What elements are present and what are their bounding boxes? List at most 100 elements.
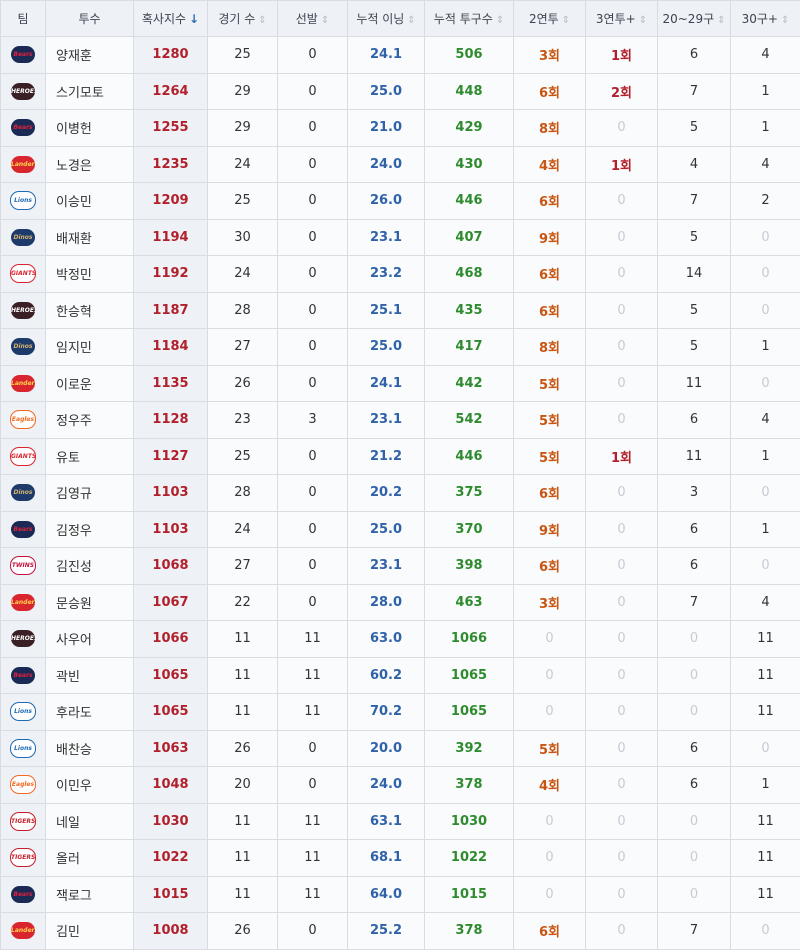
pitcher-name[interactable]: 이민우 [45, 766, 134, 804]
workload-score: 1065 [133, 693, 208, 731]
innings-total: 28.0 [347, 583, 425, 621]
pitches-20-29-count: 0 [657, 802, 731, 840]
eagles-logo-icon: Eagles [10, 410, 36, 430]
pitcher-name[interactable]: 네일 [45, 802, 134, 840]
table-row[interactable]: TIGERS 네일 1030 11 11 63.1 1030 0 0 0 11 [0, 802, 800, 840]
workload-score: 1192 [133, 255, 208, 293]
column-header-pitches-20-29[interactable]: 20~29구 ⇕ [657, 0, 731, 37]
table-row[interactable]: Bears 잭로그 1015 11 11 64.0 1015 0 0 0 11 [0, 875, 800, 913]
team-cell: HEROES [0, 620, 46, 658]
pitcher-name[interactable]: 후라도 [45, 693, 134, 731]
column-header-score[interactable]: 혹사지수 ↓ [133, 0, 208, 37]
pitcher-name[interactable]: 정우주 [45, 401, 134, 439]
pitcher-name[interactable]: 양재훈 [45, 36, 134, 74]
games-count: 29 [207, 109, 278, 147]
table-row[interactable]: Bears 양재훈 1280 25 0 24.1 506 3회 1회 6 4 [0, 36, 800, 74]
innings-total: 68.1 [347, 839, 425, 877]
consecutive-2-days: 0 [513, 693, 586, 731]
pitches-20-29-count: 5 [657, 218, 731, 256]
pitcher-name[interactable]: 임지민 [45, 328, 134, 366]
games-count: 26 [207, 729, 278, 767]
column-header-pitches-30-plus[interactable]: 30구+ ⇕ [730, 0, 800, 37]
consecutive-3-days: 0 [585, 364, 658, 402]
consecutive-3-days: 0 [585, 218, 658, 256]
pitcher-name[interactable]: 김민 [45, 912, 134, 950]
pitcher-name[interactable]: 김정우 [45, 510, 134, 548]
pitcher-name[interactable]: 곽빈 [45, 656, 134, 694]
table-row[interactable]: Bears 곽빈 1065 11 11 60.2 1065 0 0 0 11 [0, 656, 800, 694]
column-header-starts[interactable]: 선발 ⇕ [277, 0, 348, 37]
table-row[interactable]: Bears 김정우 1103 24 0 25.0 370 9회 0 6 1 [0, 510, 800, 548]
pitcher-name[interactable]: 유토 [45, 437, 134, 475]
table-row[interactable]: TIGERS 올러 1022 11 11 68.1 1022 0 0 0 11 [0, 839, 800, 877]
pitcher-name[interactable]: 사우어 [45, 620, 134, 658]
consecutive-3-days: 0 [585, 255, 658, 293]
column-header-pitcher: 투수 [45, 0, 134, 37]
pitches-30-plus-count: 4 [730, 583, 800, 621]
pitcher-name[interactable]: 한승혁 [45, 291, 134, 329]
table-row[interactable]: Dinos 김영규 1103 28 0 20.2 375 6회 0 3 0 [0, 474, 800, 512]
table-row[interactable]: Lions 이승민 1209 25 0 26.0 446 6회 0 7 2 [0, 182, 800, 220]
pitcher-name[interactable]: 이로운 [45, 364, 134, 402]
table-row[interactable]: GIANTS 유토 1127 25 0 21.2 446 5회 1회 11 1 [0, 437, 800, 475]
landers-logo-icon: Landers [11, 593, 35, 611]
table-row[interactable]: Bears 이병헌 1255 29 0 21.0 429 8회 0 5 1 [0, 109, 800, 147]
column-header-pitches[interactable]: 누적 투구수 ⇕ [424, 0, 514, 37]
table-row[interactable]: Dinos 임지민 1184 27 0 25.0 417 8회 0 5 1 [0, 328, 800, 366]
pitcher-name[interactable]: 스기모토 [45, 72, 134, 110]
games-count: 27 [207, 547, 278, 585]
starts-count: 0 [277, 72, 348, 110]
pitcher-name[interactable]: 김진성 [45, 547, 134, 585]
team-cell: Eagles [0, 401, 46, 439]
column-header-games[interactable]: 경기 수 ⇕ [207, 0, 278, 37]
pitcher-name[interactable]: 배재환 [45, 218, 134, 256]
pitcher-name[interactable]: 이승민 [45, 182, 134, 220]
pitcher-name[interactable]: 김영규 [45, 474, 134, 512]
pitcher-name[interactable]: 배찬승 [45, 729, 134, 767]
pitcher-name[interactable]: 문승원 [45, 583, 134, 621]
table-row[interactable]: Eagles 이민우 1048 20 0 24.0 378 4회 0 6 1 [0, 766, 800, 804]
column-header-consecutive-2[interactable]: 2연투 ⇕ [513, 0, 586, 37]
table-row[interactable]: Dinos 배재환 1194 30 0 23.1 407 9회 0 5 0 [0, 218, 800, 256]
table-row[interactable]: Lions 후라도 1065 11 11 70.2 1065 0 0 0 11 [0, 693, 800, 731]
pitcher-name[interactable]: 노경은 [45, 145, 134, 183]
table-row[interactable]: TWINS 김진성 1068 27 0 23.1 398 6회 0 6 0 [0, 547, 800, 585]
column-header-label: 선발 [295, 12, 318, 26]
team-cell: TIGERS [0, 839, 46, 877]
games-count: 25 [207, 437, 278, 475]
pitch-count-total: 1065 [424, 656, 514, 694]
innings-total: 21.0 [347, 109, 425, 147]
table-row[interactable]: Lions 배찬승 1063 26 0 20.0 392 5회 0 6 0 [0, 729, 800, 767]
column-header-consecutive-3[interactable]: 3연투+ ⇕ [585, 0, 658, 37]
pitcher-name[interactable]: 잭로그 [45, 875, 134, 913]
games-count: 30 [207, 218, 278, 256]
pitches-20-29-count: 4 [657, 145, 731, 183]
games-count: 27 [207, 328, 278, 366]
table-row[interactable]: GIANTS 박정민 1192 24 0 23.2 468 6회 0 14 0 [0, 255, 800, 293]
column-header-label: 30구+ [741, 12, 778, 26]
pitch-count-total: 446 [424, 182, 514, 220]
pitches-30-plus-count: 1 [730, 437, 800, 475]
consecutive-3-days: 0 [585, 291, 658, 329]
team-cell: Bears [0, 510, 46, 548]
innings-total: 25.0 [347, 72, 425, 110]
consecutive-3-days: 0 [585, 656, 658, 694]
starts-count: 11 [277, 656, 348, 694]
pitcher-name[interactable]: 이병헌 [45, 109, 134, 147]
table-row[interactable]: Eagles 정우주 1128 23 3 23.1 542 5회 0 6 4 [0, 401, 800, 439]
pitcher-name[interactable]: 박정민 [45, 255, 134, 293]
games-count: 26 [207, 364, 278, 402]
team-cell: HEROES [0, 291, 46, 329]
pitch-count-total: 430 [424, 145, 514, 183]
consecutive-2-days: 0 [513, 656, 586, 694]
starts-count: 0 [277, 291, 348, 329]
pitcher-name[interactable]: 올러 [45, 839, 134, 877]
column-header-innings[interactable]: 누적 이닝 ⇕ [347, 0, 425, 37]
